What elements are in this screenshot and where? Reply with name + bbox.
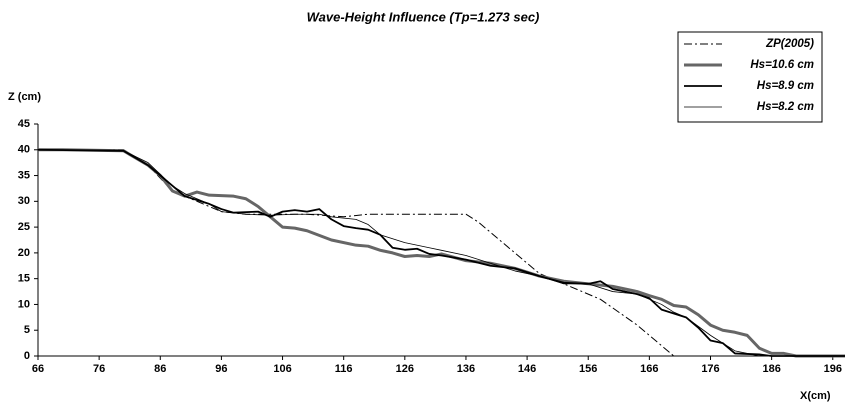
- x-tick-label: 136: [457, 363, 475, 375]
- legend-label: Hs=8.2 cm: [757, 101, 814, 113]
- x-tick-label: 116: [335, 363, 353, 375]
- x-tick-label: 186: [762, 363, 780, 375]
- x-tick-label: 76: [93, 363, 105, 375]
- legend-label: Hs=8.9 cm: [757, 80, 814, 92]
- x-tick-label: 146: [518, 363, 536, 375]
- legend-label: ZP(2005): [765, 38, 814, 50]
- y-tick-label: 20: [18, 247, 30, 259]
- y-tick-label: 25: [18, 221, 30, 233]
- chart-title: Wave-Height Influence (Tp=1.273 sec): [307, 9, 540, 24]
- data-line: [37, 149, 845, 357]
- y-tick-label: 15: [18, 273, 30, 285]
- x-tick-label: 156: [579, 363, 597, 375]
- y-tick-label: 0: [24, 350, 30, 362]
- x-tick-label: 166: [640, 363, 658, 375]
- x-tick-label: 96: [215, 363, 227, 375]
- y-tick-label: 40: [18, 144, 30, 156]
- data-line: [38, 148, 845, 358]
- x-tick-label: 66: [32, 363, 44, 375]
- x-tick-label: 126: [396, 363, 414, 375]
- y-tick-label: 35: [18, 169, 30, 181]
- y-tick-label: 30: [18, 195, 30, 207]
- y-axis-label: Z (cm): [8, 91, 41, 103]
- y-tick-label: 10: [18, 298, 30, 310]
- x-tick-label: 86: [154, 363, 166, 375]
- x-tick-label: 196: [824, 363, 842, 375]
- y-tick-label: 45: [18, 118, 30, 130]
- x-tick-label: 106: [273, 363, 291, 375]
- y-tick-label: 5: [24, 324, 30, 336]
- x-axis-label: X(cm): [800, 390, 831, 402]
- x-tick-label: 176: [701, 363, 719, 375]
- legend-label: Hs=10.6 cm: [750, 59, 814, 71]
